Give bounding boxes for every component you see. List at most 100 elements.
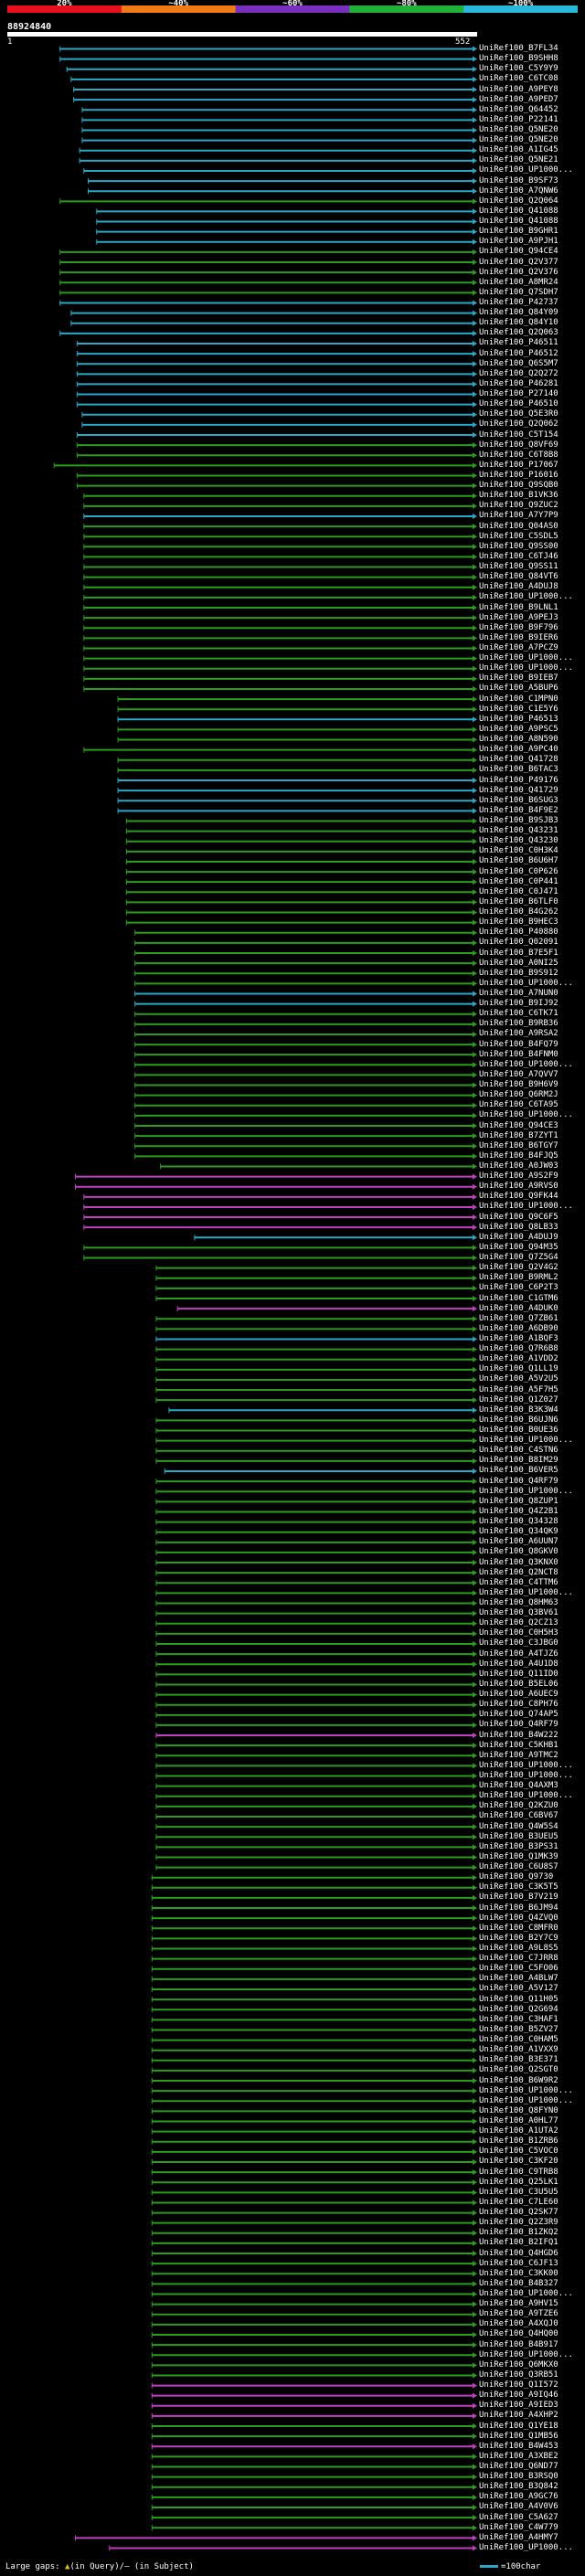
hit-label[interactable]: UniRef100_A4XQJ0 [479,2319,558,2329]
hit-label[interactable]: UniRef100_B4FQ79 [479,1039,558,1049]
hit-label[interactable]: UniRef100_B1VK36 [479,491,558,501]
hit-label[interactable]: UniRef100_C0P626 [479,866,558,876]
hit-label[interactable]: UniRef100_P46281 [479,378,558,388]
hit-label[interactable]: UniRef100_P46513 [479,714,558,724]
hit-label[interactable]: UniRef100_UP1000... [479,2349,573,2359]
hit-label[interactable]: UniRef100_A9TMC2 [479,1750,558,1760]
hit-label[interactable]: UniRef100_Q6MKX0 [479,2359,558,2369]
hit-label[interactable]: UniRef100_A4DUK0 [479,1303,558,1313]
hit-label[interactable]: UniRef100_B9S912 [479,968,558,978]
hit-label[interactable]: UniRef100_A1BQF3 [479,1333,558,1343]
hit-label[interactable]: UniRef100_Q41088 [479,217,558,227]
hit-label[interactable]: UniRef100_P46511 [479,338,558,348]
hit-label[interactable]: UniRef100_C3K5T5 [479,1882,558,1892]
hit-label[interactable]: UniRef100_B6VER5 [479,1466,558,1476]
hit-label[interactable]: UniRef100_C3KF20 [479,2157,558,2167]
hit-label[interactable]: UniRef100_Q41729 [479,785,558,795]
hit-label[interactable]: UniRef100_A9S2F9 [479,1171,558,1182]
hit-label[interactable]: UniRef100_Q64452 [479,104,558,114]
hit-label[interactable]: UniRef100_Q1MB56 [479,2431,558,2441]
hit-label[interactable]: UniRef100_B3Q842 [479,2482,558,2492]
hit-label[interactable]: UniRef100_C6TJ46 [479,551,558,561]
hit-label[interactable]: UniRef100_C4TTM6 [479,1577,558,1587]
hit-label[interactable]: UniRef100_C3JBG0 [479,1638,558,1648]
hit-label[interactable]: UniRef100_B4FJQ5 [479,1150,558,1161]
hit-label[interactable]: UniRef100_B3UEU5 [479,1831,558,1841]
hit-label[interactable]: UniRef100_UP1000... [479,1110,573,1120]
hit-label[interactable]: UniRef100_Q6S5M7 [479,358,558,368]
hit-label[interactable]: UniRef100_A8N590 [479,735,558,745]
hit-label[interactable]: UniRef100_A9RSA2 [479,1029,558,1039]
hit-label[interactable]: UniRef100_Q2SK77 [479,2208,558,2218]
hit-label[interactable]: UniRef100_C1GTM6 [479,1293,558,1303]
hit-label[interactable]: UniRef100_P42737 [479,297,558,307]
hit-label[interactable]: UniRef100_C9TRB8 [479,2167,558,2177]
hit-label[interactable]: UniRef100_B4B327 [479,2278,558,2288]
hit-label[interactable]: UniRef100_A7Y7P9 [479,511,558,521]
hit-label[interactable]: UniRef100_B4W453 [479,2441,558,2451]
hit-label[interactable]: UniRef100_A5F7H5 [479,1384,558,1394]
hit-label[interactable]: UniRef100_UP1000... [479,653,573,663]
hit-label[interactable]: UniRef100_Q2V377 [479,257,558,267]
hit-label[interactable]: UniRef100_Q4ZVQ0 [479,1913,558,1923]
hit-label[interactable]: UniRef100_Q84VT6 [479,572,558,582]
hit-label[interactable]: UniRef100_Q3BV61 [479,1608,558,1618]
hit-label[interactable]: UniRef100_Q6RM2J [479,1090,558,1100]
hit-label[interactable]: UniRef100_B6SUG3 [479,795,558,805]
hit-label[interactable]: UniRef100_Q9FK44 [479,1192,558,1202]
hit-label[interactable]: UniRef100_B3E371 [479,2055,558,2065]
hit-label[interactable]: UniRef100_C5T154 [479,429,558,440]
hit-label[interactable]: UniRef100_B8IM29 [479,1456,558,1466]
hit-label[interactable]: UniRef100_Q5NE20 [479,135,558,145]
hit-label[interactable]: UniRef100_A4U1D8 [479,1659,558,1669]
hit-label[interactable]: UniRef100_Q9SS11 [479,562,558,572]
hit-label[interactable]: UniRef100_Q2G694 [479,2004,558,2014]
hit-label[interactable]: UniRef100_C5A627 [479,2512,558,2522]
hit-label[interactable]: UniRef100_Q94M35 [479,1242,558,1252]
hit-label[interactable]: UniRef100_Q2Q062 [479,419,558,429]
hit-label[interactable]: UniRef100_Q7SDH7 [479,287,558,297]
hit-label[interactable]: UniRef100_UP1000... [479,978,573,988]
hit-label[interactable]: UniRef100_Q25LK1 [479,2177,558,2187]
hit-label[interactable]: UniRef100_Q4AXM3 [479,1781,558,1791]
hit-label[interactable]: UniRef100_Q1MK39 [479,1851,558,1861]
hit-label[interactable]: UniRef100_A7QNW6 [479,186,558,196]
hit-label[interactable]: UniRef100_A0NI25 [479,958,558,968]
hit-label[interactable]: UniRef100_A9PED7 [479,94,558,104]
hit-label[interactable]: UniRef100_A4DUJ9 [479,1232,558,1242]
hit-label[interactable]: UniRef100_C1E5Y6 [479,704,558,714]
hit-label[interactable]: UniRef100_P40880 [479,928,558,938]
hit-label[interactable]: UniRef100_Q2KZU0 [479,1801,558,1811]
hit-label[interactable]: UniRef100_Q9C6F5 [479,1212,558,1222]
hit-label[interactable]: UniRef100_Q7Z5G4 [479,1253,558,1263]
hit-label[interactable]: UniRef100_UP1000... [479,1436,573,1446]
hit-label[interactable]: UniRef100_B7V219 [479,1892,558,1903]
hit-label[interactable]: UniRef100_UP1000... [479,1202,573,1212]
hit-label[interactable]: UniRef100_C6P2T3 [479,1283,558,1293]
hit-label[interactable]: UniRef100_C5VOC0 [479,2147,558,2157]
hit-label[interactable]: UniRef100_Q5NE21 [479,155,558,165]
hit-label[interactable]: UniRef100_B4F9E2 [479,805,558,815]
hit-label[interactable]: UniRef100_C6BV67 [479,1811,558,1821]
hit-label[interactable]: UniRef100_A3XBE2 [479,2451,558,2461]
hit-label[interactable]: UniRef100_Q2Q063 [479,328,558,338]
hit-label[interactable]: UniRef100_B9HEC3 [479,917,558,928]
hit-label[interactable]: UniRef100_A8MR24 [479,277,558,287]
hit-label[interactable]: UniRef100_B6U6H7 [479,856,558,866]
hit-label[interactable]: UniRef100_B3RSQ0 [479,2472,558,2482]
hit-label[interactable]: UniRef100_UP1000... [479,1791,573,1801]
hit-label[interactable]: UniRef100_C7LE60 [479,2197,558,2207]
hit-label[interactable]: UniRef100_A5V127 [479,1984,558,1994]
hit-label[interactable]: UniRef100_A1IG45 [479,145,558,155]
hit-label[interactable]: UniRef100_B4FNM0 [479,1049,558,1059]
hit-label[interactable]: UniRef100_C0P441 [479,876,558,886]
hit-label[interactable]: UniRef100_B9SHH8 [479,54,558,64]
hit-label[interactable]: UniRef100_UP1000... [479,1059,573,1069]
hit-label[interactable]: UniRef100_A1VXX9 [479,2045,558,2055]
hit-label[interactable]: UniRef100_A7QVV7 [479,1069,558,1079]
hit-label[interactable]: UniRef100_Q4W5S4 [479,1821,558,1831]
hit-label[interactable]: UniRef100_UP1000... [479,1760,573,1770]
hit-label[interactable]: UniRef100_A9HV15 [479,2299,558,2309]
hit-label[interactable]: UniRef100_Q1LL19 [479,1364,558,1374]
hit-label[interactable]: UniRef100_Q4Z2B1 [479,1506,558,1516]
